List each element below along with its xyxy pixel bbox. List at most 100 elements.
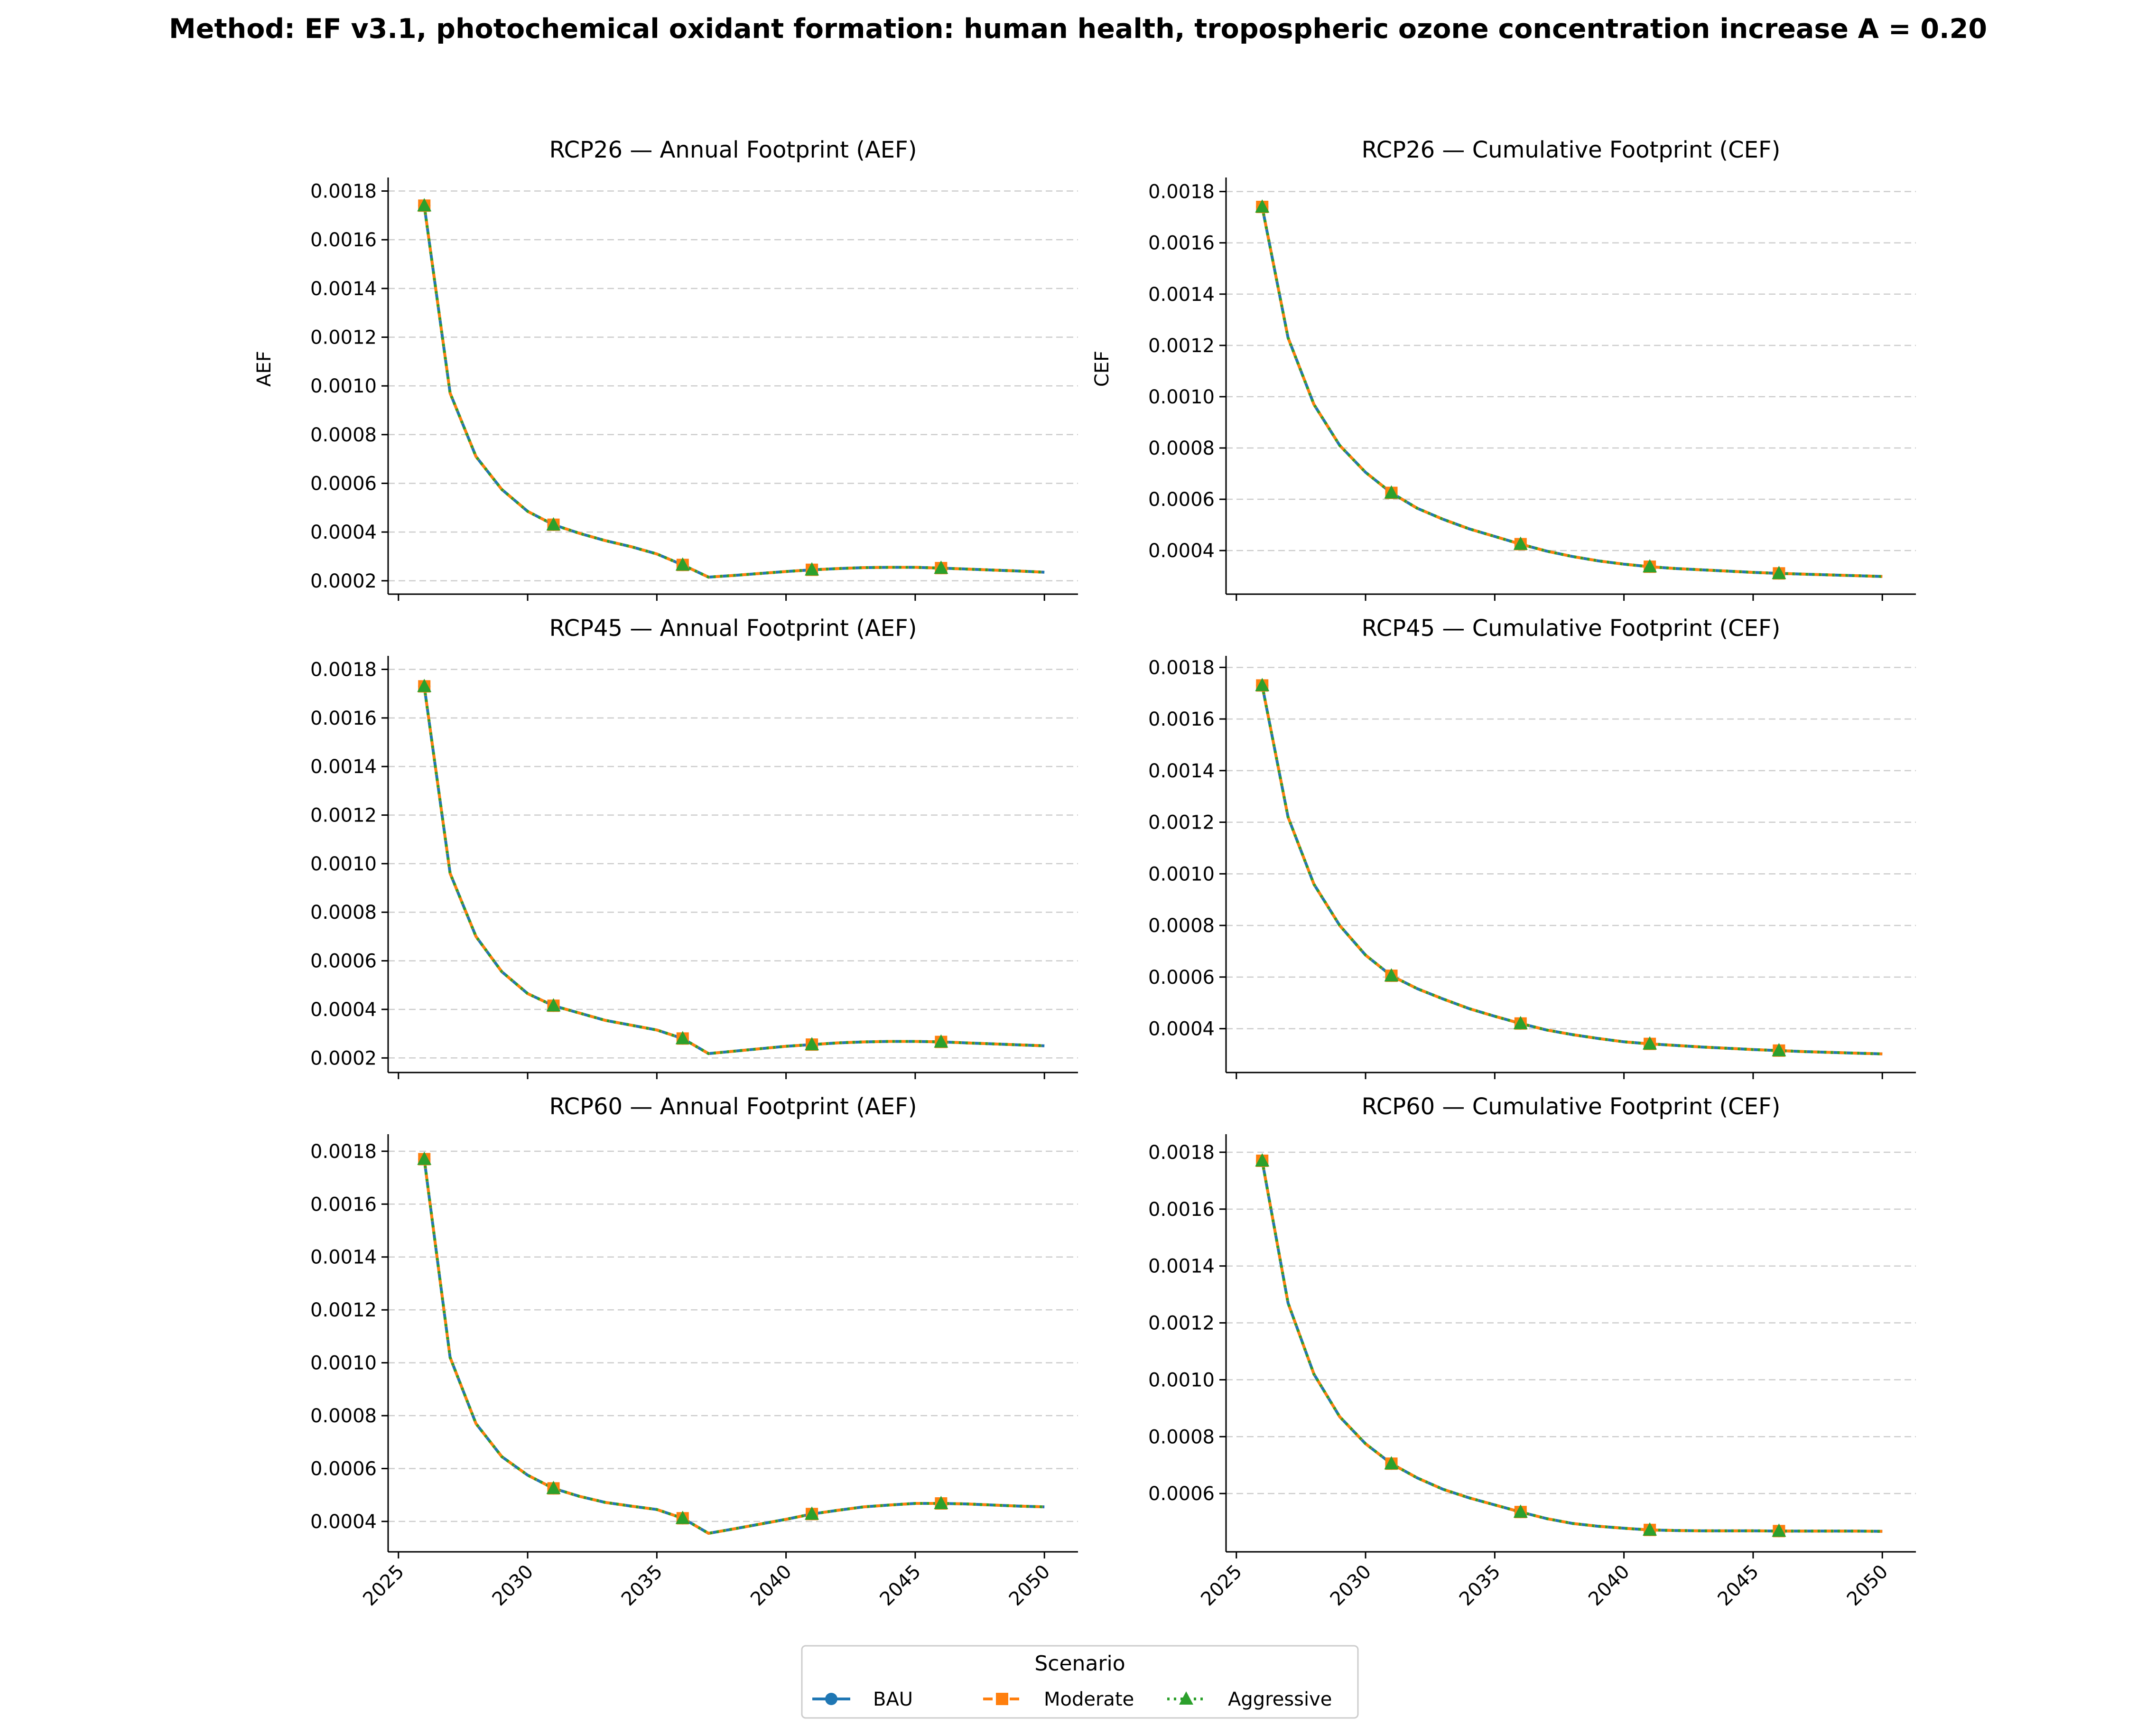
y-tick-label: 0.0006	[1148, 1483, 1215, 1505]
subplot-grid: RCP26 — Annual Footprint (AEF) 0.0002 0.00…	[253, 137, 1916, 1610]
x-tick-label: 2025	[359, 1561, 409, 1611]
data-point-aggressive	[675, 1031, 690, 1045]
data-point-aggressive	[675, 1511, 690, 1524]
y-tick-label: 0.0008	[1148, 915, 1215, 937]
subplot-4: RCP45 — Cumulative Footprint (CEF) 0.0004…	[1148, 615, 1916, 1079]
data-point-aggressive	[1384, 1456, 1399, 1470]
y-tick-label: 0.0012	[1148, 335, 1215, 357]
data-point-aggressive	[1255, 199, 1270, 213]
series-line-aggressive	[1261, 1160, 1883, 1533]
y-tick-label: 0.0006	[310, 1458, 377, 1480]
x-tick-label: 2045	[875, 1561, 925, 1611]
series-line-moderate	[423, 1159, 1045, 1535]
y-tick-label: 0.0006	[310, 473, 377, 494]
figure-suptitle: Method: EF v3.1, photochemical oxidant f…	[169, 13, 1987, 45]
y-tick-label: 0.0016	[1148, 709, 1215, 730]
series-line-moderate	[1261, 206, 1883, 578]
subplot-title: RCP26 — Cumulative Footprint (CEF)	[1362, 137, 1781, 163]
x-tick-label: 2050	[1005, 1561, 1055, 1611]
series-line-moderate	[1261, 685, 1883, 1055]
subplot-5: RCP60 — Annual Footprint (AEF) 0.0004 0.00…	[310, 1093, 1078, 1610]
y-tick-label: 0.0012	[1148, 812, 1215, 834]
data-point-aggressive	[417, 198, 432, 212]
data-point-aggressive	[1643, 559, 1657, 573]
y-tick-label: 0.0016	[310, 229, 377, 251]
y-tick-label: 0.0010	[1148, 863, 1215, 885]
y-tick-label: 0.0012	[310, 1299, 377, 1321]
y-tick-label: 0.0018	[1148, 181, 1215, 203]
data-point-aggressive	[1255, 678, 1270, 691]
data-point-aggressive	[546, 1481, 561, 1494]
series-line-aggressive	[423, 686, 1045, 1055]
legend-frame	[801, 1645, 1359, 1719]
y-tick-label: 0.0010	[310, 853, 377, 875]
data-point-aggressive	[1772, 1043, 1786, 1056]
y-tick-label: 0.0008	[310, 1405, 377, 1427]
data-point-aggressive	[934, 1496, 948, 1510]
data-point-aggressive	[1384, 485, 1399, 499]
y-tick-label: 0.0016	[1148, 1199, 1215, 1221]
data-point-aggressive	[1513, 1504, 1528, 1518]
data-point-aggressive	[934, 1034, 948, 1048]
data-point-aggressive	[805, 1037, 819, 1051]
subplot-2: RCP26 — Cumulative Footprint (CEF) 0.0004…	[1091, 137, 1916, 601]
y-tick-label: 0.0018	[1148, 657, 1215, 679]
x-tick-label: 2030	[488, 1561, 538, 1611]
y-tick-label: 0.0018	[1148, 1142, 1215, 1164]
series-line-moderate	[423, 205, 1045, 579]
y-tick-label: 0.0010	[310, 1353, 377, 1374]
legend: Scenario BAU Moderate Aggressive	[801, 1645, 1359, 1719]
data-point-aggressive	[934, 560, 948, 574]
y-tick-label: 0.0006	[1148, 967, 1215, 989]
subplot-title: RCP45 — Cumulative Footprint (CEF)	[1362, 615, 1781, 642]
y-tick-label: 0.0010	[1148, 1369, 1215, 1391]
y-tick-label: 0.0014	[1148, 284, 1215, 306]
series-line-bau	[1261, 1160, 1883, 1533]
y-tick-label: 0.0012	[310, 327, 377, 348]
x-tick-label: 2030	[1326, 1561, 1376, 1611]
series-line-aggressive	[423, 1159, 1045, 1535]
y-tick-label: 0.0018	[310, 659, 377, 681]
y-tick-label: 0.0016	[1148, 233, 1215, 254]
series-line-bau	[423, 686, 1045, 1055]
data-point-aggressive	[1643, 1036, 1657, 1050]
y-tick-label: 0.0018	[310, 181, 377, 203]
data-point-aggressive	[546, 998, 561, 1012]
legend-label: BAU	[873, 1689, 913, 1710]
data-point-aggressive	[1513, 1016, 1528, 1029]
subplot-title: RCP45 — Annual Footprint (AEF)	[549, 615, 917, 642]
data-point-aggressive	[675, 557, 690, 571]
y-tick-label: 0.0004	[1148, 540, 1215, 562]
legend-title: Scenario	[1034, 1651, 1125, 1676]
y-tick-label: 0.0010	[310, 375, 377, 397]
y-tick-label: 0.0016	[310, 708, 377, 729]
data-point-aggressive	[805, 1506, 819, 1520]
data-point-aggressive	[546, 517, 561, 531]
series-line-bau	[423, 205, 1045, 579]
legend-marker-bau	[825, 1693, 837, 1705]
data-point-aggressive	[1255, 1153, 1270, 1166]
data-point-aggressive	[1384, 968, 1399, 982]
data-point-aggressive	[1772, 566, 1786, 579]
legend-marker-aggressive	[1179, 1691, 1193, 1705]
legend-marker-moderate	[996, 1693, 1008, 1705]
x-tick-label: 2035	[1455, 1561, 1505, 1611]
legend-entry-moderate: Moderate	[983, 1689, 1134, 1710]
y-tick-label: 0.0006	[310, 951, 377, 972]
y-tick-label: 0.0014	[1148, 1256, 1215, 1278]
y-tick-label: 0.0006	[1148, 489, 1215, 511]
series-line-bau	[423, 1159, 1045, 1535]
series-line-aggressive	[1261, 685, 1883, 1055]
y-tick-label: 0.0008	[1148, 1426, 1215, 1448]
subplot-3: RCP45 — Annual Footprint (AEF) 0.0002 0.00…	[310, 615, 1078, 1079]
y-tick-label: 0.0002	[310, 570, 377, 592]
subplot-title: RCP60 — Cumulative Footprint (CEF)	[1362, 1093, 1781, 1120]
legend-label: Moderate	[1044, 1689, 1134, 1710]
legend-entry-bau: BAU	[812, 1689, 913, 1710]
subplot-title: RCP26 — Annual Footprint (AEF)	[549, 137, 917, 163]
series-line-aggressive	[423, 205, 1045, 579]
y-tick-label: 0.0008	[310, 902, 377, 924]
y-tick-label: 0.0014	[310, 1247, 377, 1269]
subplot-title: RCP60 — Annual Footprint (AEF)	[549, 1093, 917, 1120]
